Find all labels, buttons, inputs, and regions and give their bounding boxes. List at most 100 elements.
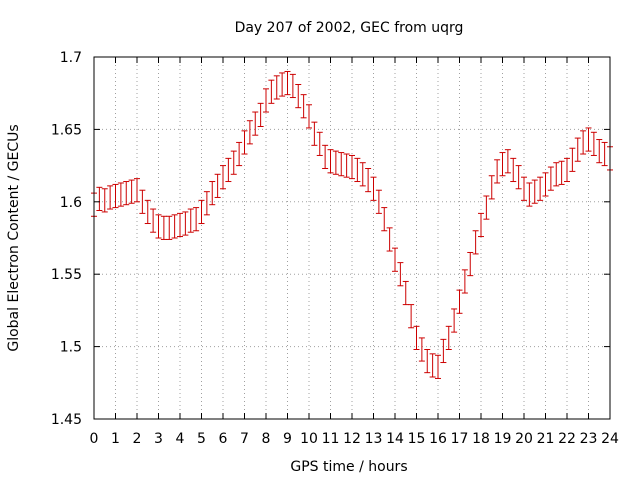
- data-point: [429, 353, 436, 378]
- data-point: [311, 121, 318, 146]
- data-point: [370, 176, 377, 201]
- x-tick-label: 11: [322, 431, 340, 447]
- data-point: [504, 149, 511, 174]
- data-point: [225, 157, 232, 183]
- data-point: [386, 227, 393, 252]
- data-point: [257, 102, 264, 128]
- data-point: [187, 208, 194, 233]
- data-point: [198, 199, 205, 225]
- data-point: [128, 179, 135, 204]
- data-point: [585, 127, 592, 152]
- data-point: [440, 338, 447, 364]
- data-point: [96, 186, 103, 211]
- data-point: [117, 182, 124, 207]
- x-tick-label: 13: [365, 431, 383, 447]
- x-tick-label: 17: [451, 431, 469, 447]
- x-tick-label: 16: [429, 431, 447, 447]
- y-tick-label: 1.55: [51, 267, 82, 283]
- data-point: [236, 141, 243, 167]
- data-point: [295, 84, 302, 109]
- data-point: [537, 176, 544, 201]
- data-point: [123, 181, 130, 206]
- data-point: [467, 251, 474, 277]
- data-point: [424, 348, 431, 374]
- data-point: [144, 199, 151, 225]
- x-tick-label: 22: [558, 431, 576, 447]
- data-point: [461, 269, 468, 294]
- data-point: [494, 159, 501, 184]
- data-point: [160, 215, 167, 240]
- x-tick-label: 2: [133, 431, 142, 447]
- data-point: [214, 173, 221, 198]
- data-point: [107, 185, 114, 210]
- x-tick-label: 18: [472, 431, 490, 447]
- data-point: [526, 182, 533, 207]
- x-tick-label: 6: [219, 431, 228, 447]
- x-tick-label: 23: [580, 431, 598, 447]
- data-point: [499, 152, 506, 177]
- x-tick-label: 1: [111, 431, 120, 447]
- data-point: [531, 179, 538, 204]
- data-point: [596, 139, 603, 164]
- data-point: [112, 183, 119, 209]
- data-point: [547, 166, 554, 191]
- x-tick-label: 24: [601, 431, 619, 447]
- data-point: [451, 308, 458, 333]
- data-point: [365, 167, 372, 193]
- data-point: [193, 207, 200, 232]
- ticks-layer: [93, 56, 611, 420]
- data-point: [553, 162, 560, 187]
- x-tick-label: 0: [90, 431, 99, 447]
- y-tick-label: 1.6: [60, 195, 82, 211]
- data-point: [359, 162, 366, 187]
- x-tick-label: 19: [494, 431, 512, 447]
- data-point: [230, 150, 237, 175]
- data-point: [418, 337, 425, 362]
- data-point: [203, 191, 210, 216]
- data-point: [402, 280, 409, 306]
- data-point: [445, 325, 452, 350]
- data-point: [354, 157, 361, 183]
- data-point: [558, 160, 565, 185]
- error-bars-layer: [91, 70, 613, 379]
- data-point: [332, 150, 339, 175]
- x-tick-labels: 0 1 2 3 4 5 6 7 8 9 10 11 12 13 14 15 16 17 18 19 20 21 22 23 24: [90, 431, 619, 447]
- grid-layer: [94, 57, 610, 419]
- data-point: [220, 165, 226, 190]
- data-point: [209, 181, 216, 206]
- data-point: [263, 88, 269, 113]
- data-point: [139, 189, 146, 214]
- data-point: [521, 176, 527, 201]
- data-point: [101, 188, 108, 213]
- chart-title: Day 207 of 2002, GEC from uqrg: [235, 20, 464, 36]
- x-axis-label: GPS time / hours: [290, 459, 407, 475]
- y-axis-label: Global Electron Content / GECUs: [6, 124, 22, 351]
- y-tick-label: 1.5: [60, 340, 82, 356]
- x-tick-label: 7: [240, 431, 249, 447]
- x-tick-label: 5: [197, 431, 206, 447]
- data-point: [488, 175, 495, 200]
- data-point: [472, 230, 479, 255]
- data-point: [392, 247, 398, 272]
- data-point: [322, 144, 329, 169]
- data-point: [601, 141, 608, 167]
- data-point: [381, 207, 388, 232]
- x-tick-label: 4: [176, 431, 185, 447]
- data-point: [590, 131, 597, 156]
- data-point: [300, 94, 307, 119]
- data-point: [289, 73, 296, 99]
- x-tick-label: 8: [262, 431, 271, 447]
- data-point: [316, 131, 323, 156]
- data-point: [478, 212, 484, 238]
- data-point: [343, 153, 350, 178]
- data-point: [241, 130, 248, 155]
- data-point: [542, 172, 549, 197]
- data-point: [246, 120, 253, 145]
- data-point: [166, 215, 173, 240]
- data-point: [155, 214, 162, 239]
- data-point: [408, 304, 415, 329]
- data-point: [150, 208, 157, 233]
- y-tick-label: 1.7: [60, 50, 82, 66]
- data-point: [413, 325, 420, 350]
